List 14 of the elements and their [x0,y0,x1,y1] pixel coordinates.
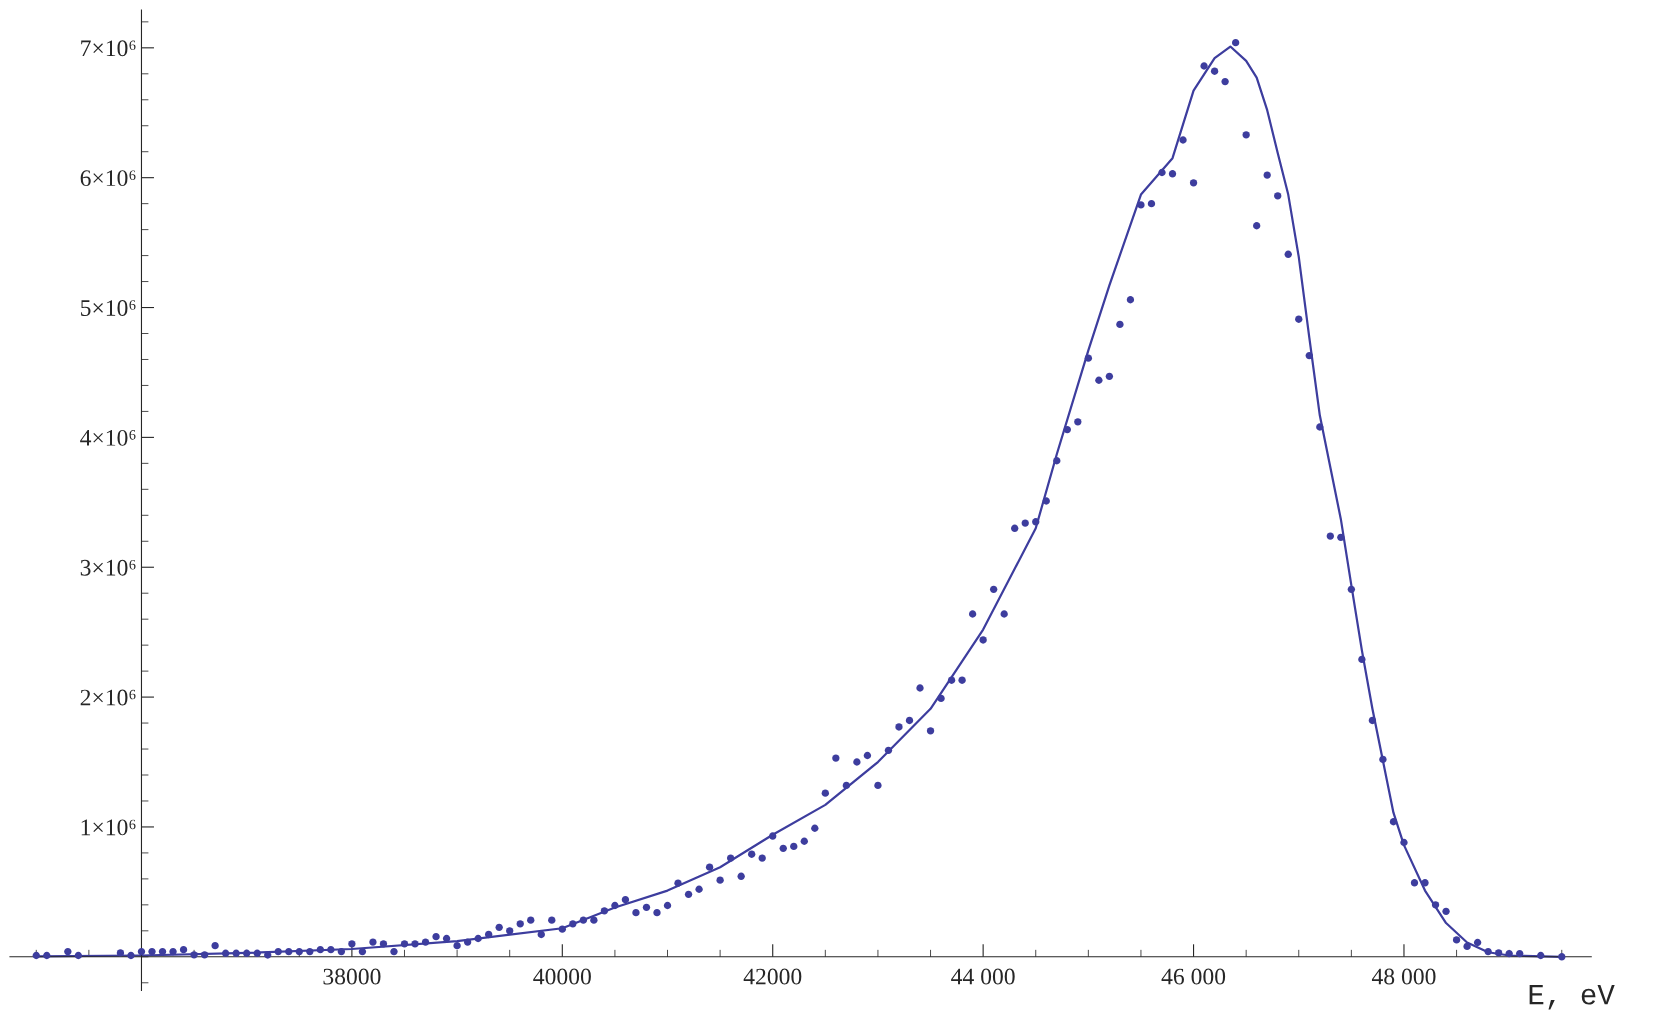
x-tick-label: 44 000 [951,968,1015,985]
x-tick-label: 40000 [533,968,591,985]
x-tick-label: 48 000 [1371,968,1436,985]
y-tick-label: 2×10⁶ [80,689,136,706]
x-tick-label: 46 000 [1161,968,1226,985]
x-tick-label: 42000 [743,968,802,985]
y-tick-label: 3×10⁶ [80,559,136,576]
y-tick-label: 6×10⁶ [80,170,136,187]
y-tick-label: 5×10⁶ [81,300,136,316]
x-axis-title: E, eV [1529,985,1615,1010]
y-tick-label: 1×10⁶ [81,819,136,836]
y-tick-label: 4×10⁶ [80,429,136,446]
x-tick-label: 38000 [323,968,381,985]
y-tick-label: 7×10⁶ [81,40,136,57]
